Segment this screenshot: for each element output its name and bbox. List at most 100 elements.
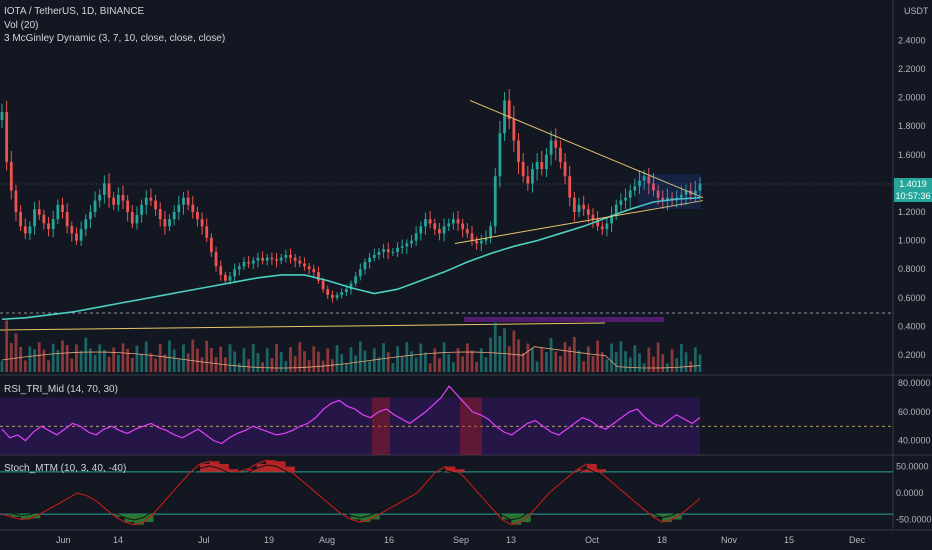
volume-bar: [512, 330, 516, 372]
volume-bar: [298, 342, 302, 372]
volume-bar: [84, 337, 88, 372]
stoch-oversold-fill: [124, 514, 135, 523]
volume-bar: [568, 346, 572, 372]
volume-bar: [28, 346, 32, 372]
candle-body: [605, 223, 609, 230]
volume-bar: [177, 358, 181, 372]
volume-bar: [382, 343, 385, 372]
volume-bar: [507, 346, 511, 372]
candle-body: [442, 226, 446, 234]
time-axis-label: 18: [657, 535, 667, 545]
candle-body: [600, 226, 604, 230]
candle-body: [521, 161, 525, 177]
price-tick-label: 1.0000: [898, 236, 926, 246]
volume-bar: [205, 340, 209, 372]
candle-body: [5, 111, 9, 162]
candle-body: [89, 212, 92, 220]
candle-body: [158, 209, 162, 220]
volume-bar: [414, 357, 418, 372]
price-tick-label: 1.2000: [898, 207, 926, 217]
volume-bar: [368, 361, 372, 372]
candle-body: [247, 262, 251, 264]
volume-bar: [237, 363, 241, 372]
candle-body: [349, 283, 353, 290]
volume-bar: [172, 349, 176, 372]
stoch-overbought-fill: [596, 469, 607, 472]
candle-body: [554, 140, 558, 148]
volume-bar: [433, 348, 437, 372]
candle-body: [577, 204, 581, 212]
candle-body: [140, 204, 143, 215]
volume-bar: [135, 345, 139, 372]
volume-bar: [251, 344, 255, 372]
candle-body: [568, 176, 572, 198]
volume-bar: [140, 353, 143, 372]
candle-body: [428, 219, 432, 224]
last-price-tag: 1.4019: [894, 178, 932, 190]
candle-body: [419, 226, 423, 234]
volume-bar: [628, 357, 632, 372]
volume-bar: [79, 350, 83, 372]
candle-body: [177, 204, 181, 212]
stoch-overbought-fill: [284, 466, 295, 472]
candle-body: [563, 161, 567, 177]
volume-bar: [358, 341, 362, 372]
candle-body: [168, 219, 171, 227]
volume-bar: [303, 351, 306, 372]
volume-ma-line: [1, 346, 701, 369]
candle-body: [75, 233, 78, 241]
volume-bar: [256, 353, 260, 372]
candle-body: [582, 204, 586, 210]
price-tick-label: 2.4000: [898, 35, 926, 45]
candle-body: [126, 200, 130, 212]
stoch-legend: Stoch_MTM (10, 3, 40, -40): [4, 463, 127, 474]
stoch-overbought-fill: [256, 463, 267, 472]
volume-bar: [675, 358, 679, 372]
volume-bar: [447, 354, 451, 372]
volume-bar: [349, 347, 353, 372]
candle-body: [93, 200, 97, 212]
candle-body: [182, 197, 185, 205]
candle-body: [386, 249, 390, 253]
volume-bar: [586, 346, 590, 372]
candle-body: [382, 249, 385, 253]
candle-body: [326, 289, 330, 295]
candle-body: [56, 204, 60, 220]
volume-bar: [335, 345, 339, 372]
volume-bar: [684, 352, 688, 372]
time-axis-label: Sep: [453, 535, 469, 545]
volume-bar: [9, 343, 13, 372]
candle-body: [424, 219, 427, 227]
volume-bar: [98, 344, 102, 372]
candle-body: [42, 214, 46, 224]
candle-body: [591, 214, 595, 220]
volume-bar: [344, 363, 348, 372]
volume-bar: [317, 351, 320, 372]
volume-bar: [559, 356, 562, 372]
candle-body: [475, 240, 479, 244]
volume-bar: [186, 353, 190, 372]
candle-body: [191, 204, 195, 212]
volume-bar: [326, 348, 330, 372]
candle-body: [405, 243, 409, 247]
volume-bar: [182, 344, 185, 372]
volume-bar: [475, 362, 479, 372]
candle-body: [233, 269, 237, 277]
volume-bar: [484, 357, 488, 372]
volume-bar: [265, 348, 269, 372]
trendline-resistance: [469, 99, 704, 199]
candle-body: [596, 219, 600, 227]
candle-body: [531, 169, 534, 184]
candle-body: [135, 214, 139, 224]
volume-bar: [61, 340, 64, 372]
candle-body: [517, 140, 520, 162]
rsi-tick-label: 40.0000: [898, 436, 931, 446]
volume-bar: [624, 351, 627, 372]
candle-body: [451, 219, 455, 224]
volume-bar: [279, 352, 283, 372]
candle-body: [112, 197, 116, 205]
volume-bar: [47, 360, 50, 372]
volume-bar: [424, 352, 427, 372]
time-axis-label: Oct: [585, 535, 600, 545]
